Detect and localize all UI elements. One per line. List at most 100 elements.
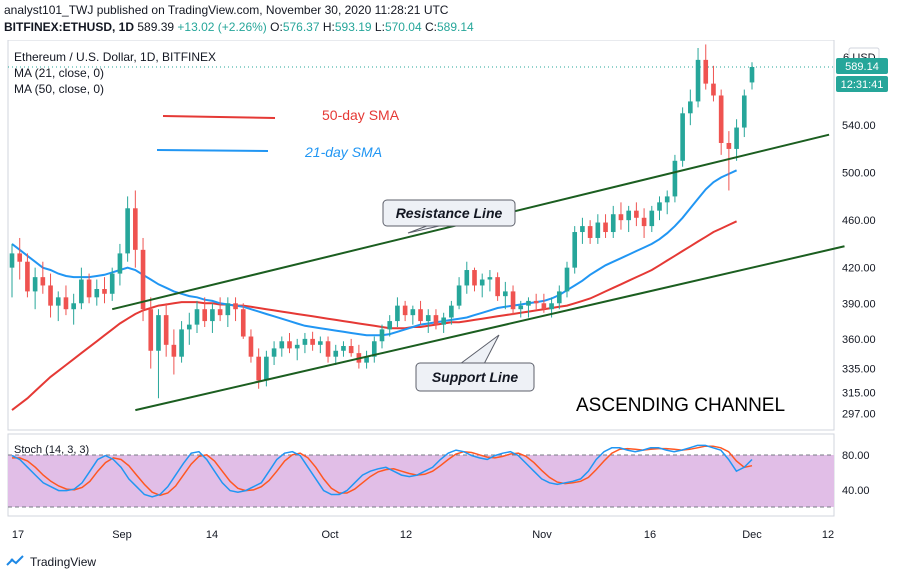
stoch-tick-40: 40.00 [842,485,870,497]
resistance-callout-box [382,199,516,227]
candle-body [133,208,138,250]
candle-body [711,83,716,96]
candle-body [402,305,408,316]
candle-body [503,291,508,297]
countdown-tag [836,75,888,92]
current-price-text: 589.14 [845,61,879,73]
support-callout: Support Line [415,334,535,392]
candle-body [741,95,747,128]
candle-body [479,279,485,286]
candle-body [225,303,231,316]
candle-body [518,305,524,310]
candle-body [657,202,662,211]
candle-body [302,338,308,345]
candle-body [718,95,724,143]
stoch-k-line [11,444,753,498]
high-value: 593.19 [334,20,372,34]
candle-body [533,300,539,304]
candle-body [541,303,547,310]
candle-body [271,348,277,357]
x-tick-label: 12 [400,529,412,541]
candle-body [32,277,38,292]
low-value: 570.04 [384,20,422,34]
sma50-annotation: 50-day SMA [322,107,400,123]
ma50-line [11,220,738,411]
candle-body [649,210,655,227]
candle-body [71,303,76,310]
candle-body [55,297,61,306]
candle-body [25,261,30,292]
stoch-tick-80: 80.00 [842,450,870,462]
candle-body [333,350,339,357]
candle-body [418,309,423,322]
candle-body [672,160,678,197]
candle-body [9,253,15,268]
candle-body [17,253,23,262]
x-tick-label: Oct [321,529,338,541]
x-tick-label: Nov [532,529,552,541]
candle-body [610,214,616,233]
tradingview-logo-icon [6,555,24,566]
y-tick-label: 500.00 [842,168,876,180]
candle-body [248,336,254,357]
x-tick-label: Sep [112,529,132,541]
candle-body [641,217,647,227]
price-chart-svg[interactable]: USD 6 540.00500.00460.00420.00390.00360.… [0,39,900,581]
candle-body [63,297,69,310]
candle-body [156,315,161,351]
open-value: 576.37 [282,20,320,34]
candle-body [341,346,346,351]
candle-body [379,329,385,342]
open-label: O: [270,20,283,34]
last-price: 589.39 [137,20,175,34]
candle-body [549,303,554,310]
candle-body [726,142,732,149]
candle-body [472,270,477,286]
candle-body [387,321,393,330]
x-tick-label: Dec [742,529,762,541]
legend-ma21: MA (21, close, 0) [14,66,104,80]
candle-body [603,222,608,233]
stoch-band [8,455,834,507]
candle-body [148,309,154,351]
close-label: C: [424,20,437,34]
sma50-legend-line [162,115,276,119]
support-callout-box [415,362,535,392]
symbol-ohlc: BITFINEX:ETHUSD, 1D 589.39 +13.02 (+2.26… [4,19,474,36]
stoch-d-line [12,445,753,497]
pattern-label: ASCENDING CHANNEL [576,395,785,416]
candle-body [364,356,369,363]
candle-body [688,101,693,114]
chart-header: analyst101_TWJ published on TradingView.… [4,2,474,36]
y-tick-label: 420.00 [842,263,876,275]
candle-body [86,279,92,298]
y-tick-label: 390.00 [842,298,876,310]
candle-body [510,291,516,310]
candle-body [256,356,261,381]
candle-body [734,127,739,149]
chart-area[interactable]: USD 6 540.00500.00460.00420.00390.00360.… [0,39,900,581]
candle-body [626,210,631,221]
candle-body [117,253,123,274]
candle-body [449,305,454,318]
legend-ma50: MA (50, close, 0) [14,82,104,96]
candle-body [79,279,84,304]
candle-body [217,309,223,316]
candle-body [348,346,354,354]
ma21-series [11,169,738,337]
y-tick-label: 297.00 [842,409,876,421]
candle-body [102,289,107,294]
candle-body [456,285,462,306]
candle-body [125,208,130,254]
y-tick-label: 335.00 [842,364,876,376]
x-tick-label: 16 [644,529,656,541]
price-tags: 589.14 12:31:41 [836,57,888,92]
candle-body [140,249,146,310]
candle-body [580,226,585,233]
candle-body [572,232,578,268]
candle-body [264,356,269,381]
candle-body [634,210,639,218]
candles [9,44,755,399]
candle-body [287,341,292,349]
x-tick-label: 17 [12,529,24,541]
